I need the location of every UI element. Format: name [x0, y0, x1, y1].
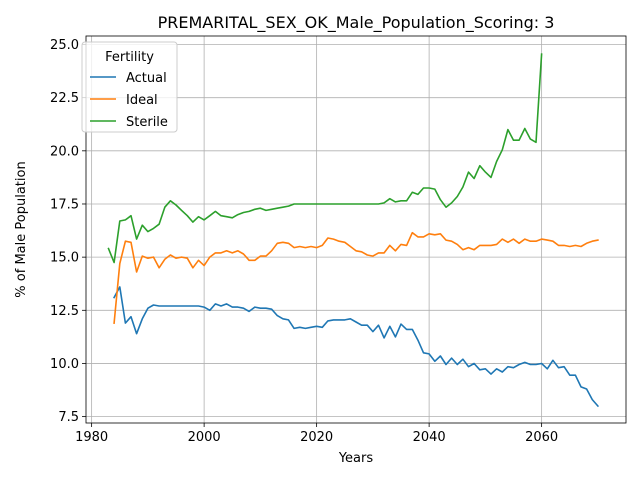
y-tick-label: 12.5: [50, 304, 79, 319]
legend: Fertility Actual Ideal Sterile: [81, 41, 178, 133]
x-tick-label: 1980: [75, 430, 108, 445]
y-tick-label: 20.0: [50, 144, 79, 159]
series-line-ideal: [113, 231, 599, 324]
y-axis: 7.5 10.0 12.5 15.0 17.5 20.0 22.5 25.0: [50, 38, 86, 425]
legend-label-actual: Actual: [126, 71, 167, 86]
x-axis-label: Years: [338, 451, 374, 466]
series-line-actual: [113, 286, 600, 408]
y-tick-label: 7.5: [58, 410, 79, 425]
x-tick-label: 2000: [188, 430, 221, 445]
x-tick-label: 2060: [525, 430, 558, 445]
y-axis-label: % of Male Population: [14, 161, 29, 297]
x-axis: 1980 2000 2020 2040 2060: [75, 423, 558, 445]
legend-label-ideal: Ideal: [126, 93, 158, 108]
y-tick-label: 17.5: [50, 197, 79, 212]
y-tick-label: 15.0: [50, 251, 79, 266]
plot-frame: [85, 35, 627, 424]
y-tick-label: 25.0: [50, 38, 79, 53]
x-tick-label: 2020: [300, 430, 333, 445]
x-tick-label: 2040: [413, 430, 446, 445]
y-tick-label: 22.5: [50, 91, 79, 106]
series-lines: [107, 53, 600, 408]
legend-title: Fertility: [105, 50, 154, 65]
legend-box: [81, 41, 178, 133]
legend-label-sterile: Sterile: [126, 115, 168, 130]
series-line-sterile: [107, 53, 543, 264]
chart-title: PREMARITAL_SEX_OK_Male_Population_Scorin…: [158, 13, 555, 33]
y-tick-label: 10.0: [50, 357, 79, 372]
